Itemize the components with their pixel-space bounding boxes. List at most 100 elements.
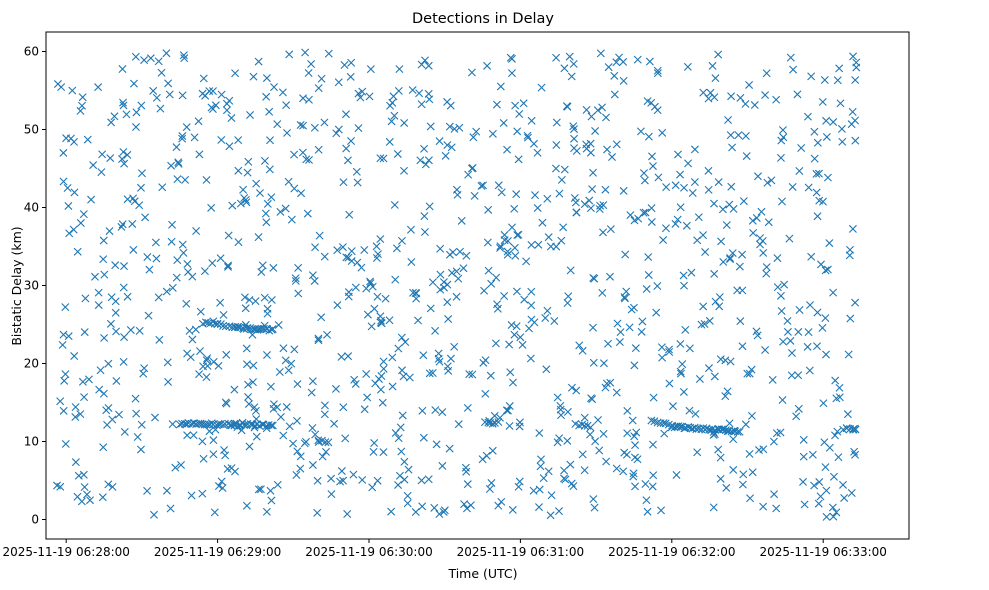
data-point: [701, 248, 710, 257]
data-point: [531, 191, 540, 200]
data-point: [244, 399, 253, 408]
data-point: [787, 348, 796, 357]
data-point: [452, 292, 461, 301]
data-point: [360, 246, 369, 254]
data-point: [198, 489, 207, 498]
data-point: [203, 354, 212, 363]
data-point: [78, 377, 87, 386]
data-point: [691, 409, 700, 418]
data-point: [641, 480, 650, 489]
data-point: [587, 112, 596, 121]
data-point: [794, 404, 803, 413]
data-point: [150, 510, 159, 519]
data-point: [680, 281, 689, 290]
data-point: [237, 426, 246, 435]
data-point: [719, 257, 728, 266]
data-point: [339, 476, 348, 485]
data-point: [339, 178, 348, 187]
data-point: [467, 68, 476, 77]
data-point: [601, 185, 610, 194]
data-point: [157, 68, 166, 77]
data-point: [290, 345, 299, 354]
data-point: [829, 512, 838, 521]
data-point: [94, 301, 103, 310]
data-point: [268, 325, 277, 334]
data-point: [529, 139, 538, 148]
data-point: [704, 166, 713, 175]
x-tick-label: 2025-11-19 06:33:00: [759, 545, 886, 559]
data-point: [301, 48, 310, 57]
data-point: [815, 196, 824, 205]
data-point: [261, 209, 270, 218]
data-point: [739, 197, 748, 206]
data-point: [267, 193, 276, 202]
y-axis: 0 10 20 30 40 50 60: [24, 45, 46, 527]
data-point: [850, 447, 859, 456]
data-point: [104, 359, 113, 368]
data-point: [445, 444, 454, 453]
data-point: [552, 118, 561, 127]
data-point: [327, 490, 336, 499]
data-point: [242, 360, 251, 369]
data-point: [446, 354, 455, 363]
y-tick-label: 30: [24, 279, 39, 293]
data-point: [178, 91, 187, 100]
data-point: [585, 196, 594, 205]
data-point: [370, 304, 379, 313]
data-point: [352, 167, 361, 176]
data-point: [112, 376, 121, 385]
data-point: [450, 124, 459, 133]
data-point: [648, 162, 657, 171]
data-point: [81, 294, 90, 303]
data-point: [821, 266, 830, 275]
data-point: [417, 60, 426, 69]
data-point: [330, 419, 339, 428]
data-point: [334, 125, 343, 134]
data-point: [831, 431, 839, 440]
data-point: [285, 422, 294, 431]
data-point: [851, 76, 860, 85]
data-point: [144, 311, 153, 320]
data-point: [228, 323, 237, 332]
data-point: [738, 250, 747, 259]
data-point: [559, 223, 568, 232]
data-point: [258, 261, 267, 270]
data-point: [299, 121, 308, 130]
data-point: [833, 427, 842, 436]
data-point: [759, 502, 768, 511]
data-point: [217, 90, 226, 99]
data-point: [104, 480, 113, 489]
data-point: [320, 252, 329, 261]
data-point: [814, 169, 823, 178]
data-point: [419, 433, 428, 442]
data-point: [714, 50, 723, 59]
data-point: [479, 358, 488, 367]
data-point: [772, 95, 781, 104]
data-point: [733, 427, 742, 436]
data-point: [156, 104, 165, 113]
data-point: [648, 440, 657, 449]
data-point: [198, 89, 207, 98]
data-point: [202, 420, 211, 429]
data-point: [110, 112, 119, 121]
data-point: [606, 225, 615, 234]
data-point: [320, 401, 329, 410]
data-point: [513, 127, 522, 136]
data-point: [353, 178, 362, 187]
data-point: [221, 398, 230, 407]
data-point: [225, 142, 234, 151]
data-point: [254, 233, 263, 242]
data-point: [459, 264, 468, 273]
data-point: [172, 143, 181, 152]
data-point: [354, 124, 363, 133]
data-point: [137, 101, 146, 110]
data-point: [111, 297, 120, 306]
data-point: [262, 218, 271, 227]
data-point: [514, 155, 523, 164]
data-point: [819, 399, 828, 408]
data-point: [690, 178, 699, 186]
data-point: [845, 245, 854, 254]
data-point: [457, 216, 466, 225]
data-point: [435, 357, 444, 366]
data-point: [832, 508, 841, 517]
